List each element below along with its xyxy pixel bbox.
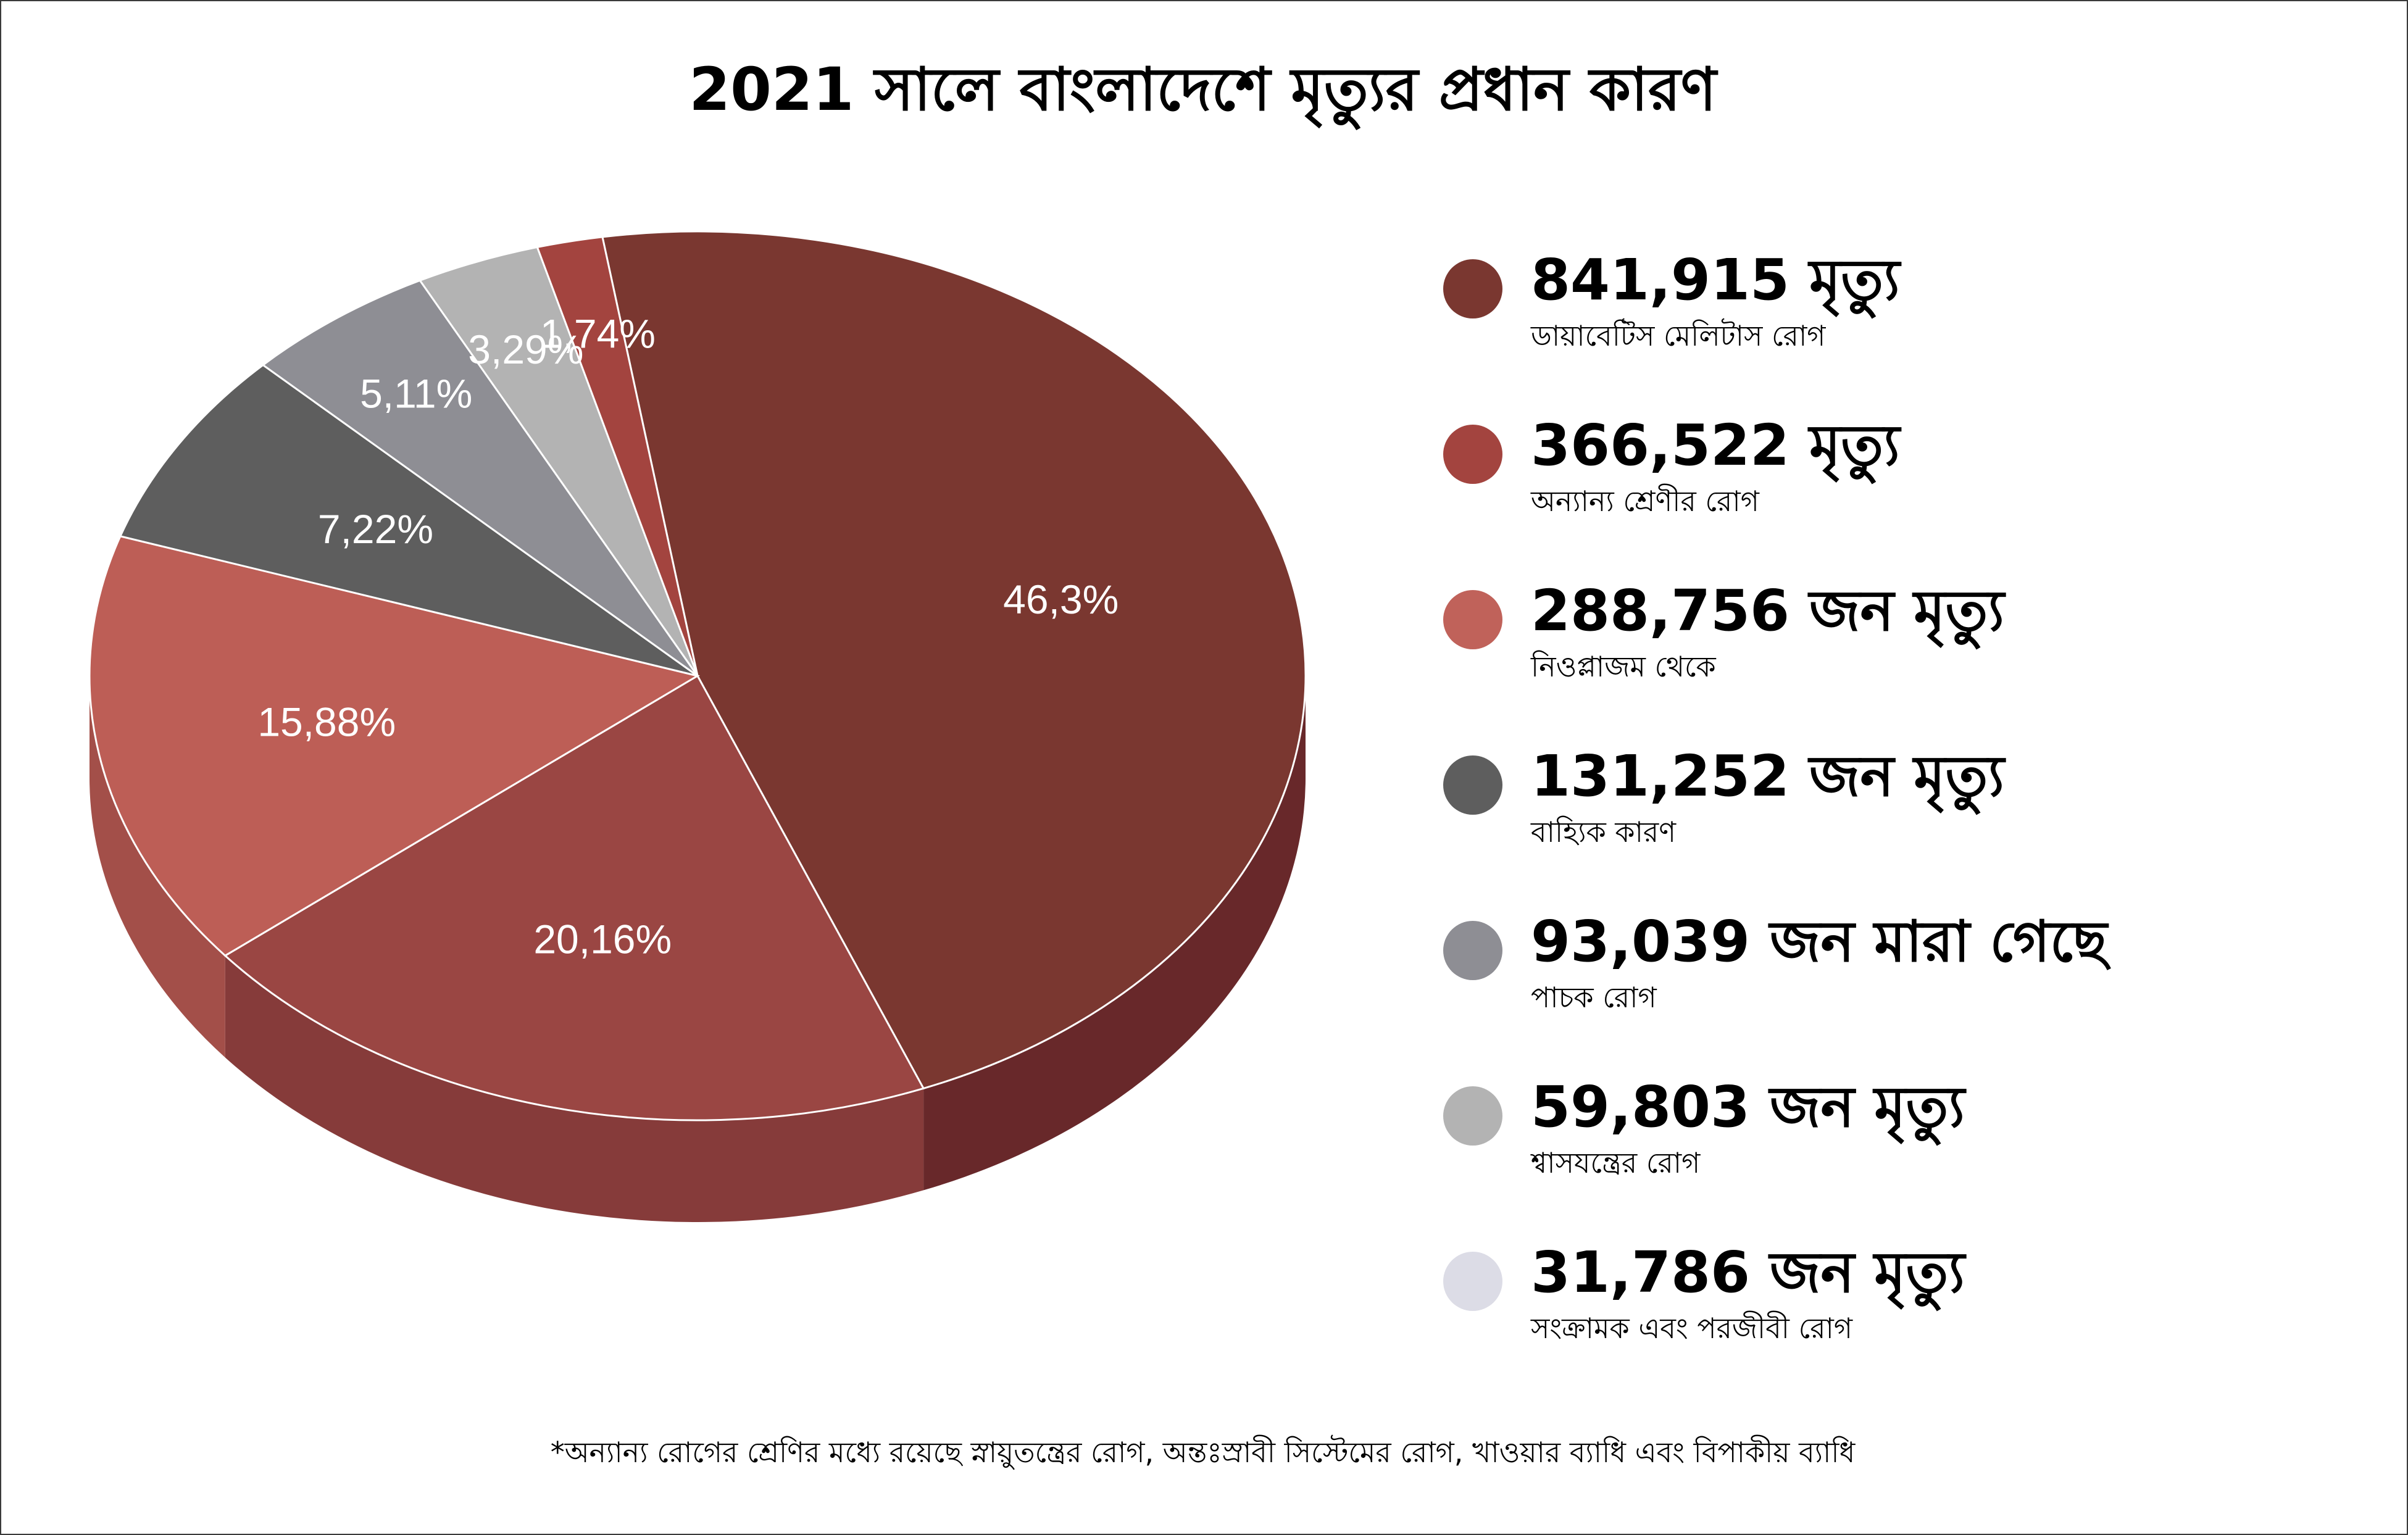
legend-item: 31,786 জন মৃত্যু সংক্রামক এবং পরজীবী রোগ	[1438, 1239, 2389, 1363]
legend-value: 366,522 মৃত্যু	[1531, 412, 1900, 478]
pie-side-1	[225, 955, 924, 1222]
pie-label-3: 7,22%	[318, 506, 433, 552]
legend-value: 31,786 জন মৃত্যু	[1531, 1239, 1965, 1305]
legend-swatch	[1443, 259, 1502, 318]
legend-label: বাহ্যিক কারণ	[1531, 815, 1677, 849]
legend-swatch	[1443, 755, 1502, 815]
pie-side-0	[923, 676, 1306, 1191]
legend-swatch	[1443, 590, 1502, 649]
pie-side-2	[90, 676, 225, 1058]
legend-label: অন্যান্য শ্রেণীর রোগ	[1531, 485, 1759, 518]
legend-item: 131,252 জন মৃত্যু বাহ্যিক কারণ	[1438, 743, 2389, 867]
chart-title: 2021 সালে বাংলাদেশে মৃত্যুর প্রধান কারণ	[689, 55, 1717, 124]
pie-label-4: 5,11%	[360, 370, 472, 416]
pie-label-1: 20,16%	[533, 916, 672, 962]
legend-label: পাচক রোগ	[1531, 981, 1657, 1014]
legend-label: ডায়াবেটিস মেলিটাস রোগ	[1531, 319, 1826, 352]
pie-slice-4	[261, 279, 699, 677]
pie-slice-2	[88, 535, 700, 957]
legend-label: শ্বাসযন্ত্রের রোগ	[1531, 1146, 1701, 1179]
legend-item: 366,522 মৃত্যু অন্যান্য শ্রেণীর রোগ	[1438, 412, 2389, 536]
legend-value: 841,915 মৃত্যু	[1531, 247, 1900, 313]
legend-item: 288,756 জন মৃত্যু নিওপ্লাজম থেকে	[1438, 578, 2389, 701]
legend-label: সংক্রামক এবং পরজীবী রোগ	[1531, 1312, 1853, 1345]
legend-value: 93,039 জন মারা গেছে	[1531, 909, 2107, 975]
legend-swatch	[1443, 921, 1502, 980]
pie-slice-0	[601, 230, 1307, 1090]
legend-label: নিওপ্লাজম থেকে	[1531, 650, 1716, 683]
pie-slice-6	[536, 236, 699, 676]
legend-item: 93,039 জন মারা গেছে পাচক রোগ	[1438, 909, 2389, 1032]
pie-sides	[90, 676, 1306, 1222]
legend-item: 841,915 মৃত্যু ডায়াবেটিস মেলিটাস রোগ	[1438, 247, 2389, 370]
pie-label-6: 1,74%	[540, 310, 656, 356]
legend-swatch	[1443, 1252, 1502, 1311]
pie-slice-3	[119, 364, 698, 677]
pie-label-5: 3,29%	[468, 327, 583, 372]
legend-swatch	[1443, 1086, 1502, 1146]
legend-item: 59,803 জন মৃত্যু শ্বাসযন্ত্রের রোগ	[1438, 1074, 2389, 1197]
legend-swatch	[1443, 425, 1502, 484]
legend-value: 288,756 জন মৃত্যু	[1531, 578, 2005, 644]
pie-label-0: 46,3%	[1003, 576, 1119, 622]
legend-value: 59,803 জন মৃত্যু	[1531, 1074, 1965, 1140]
pie-labels: 46,3% 20,16% 15,88% 7,22% 5,11%3,29%1,74%	[257, 310, 1119, 962]
pie-label-2: 15,88%	[257, 699, 396, 745]
pie-slice-1	[223, 674, 925, 1121]
footnote: *অন্যান্য রোগের শ্রেণির মধ্যে রয়েছে স্ন…	[550, 1436, 1856, 1469]
pie-top	[88, 230, 1307, 1121]
legend-value: 131,252 জন মৃত্যু	[1531, 743, 2005, 809]
